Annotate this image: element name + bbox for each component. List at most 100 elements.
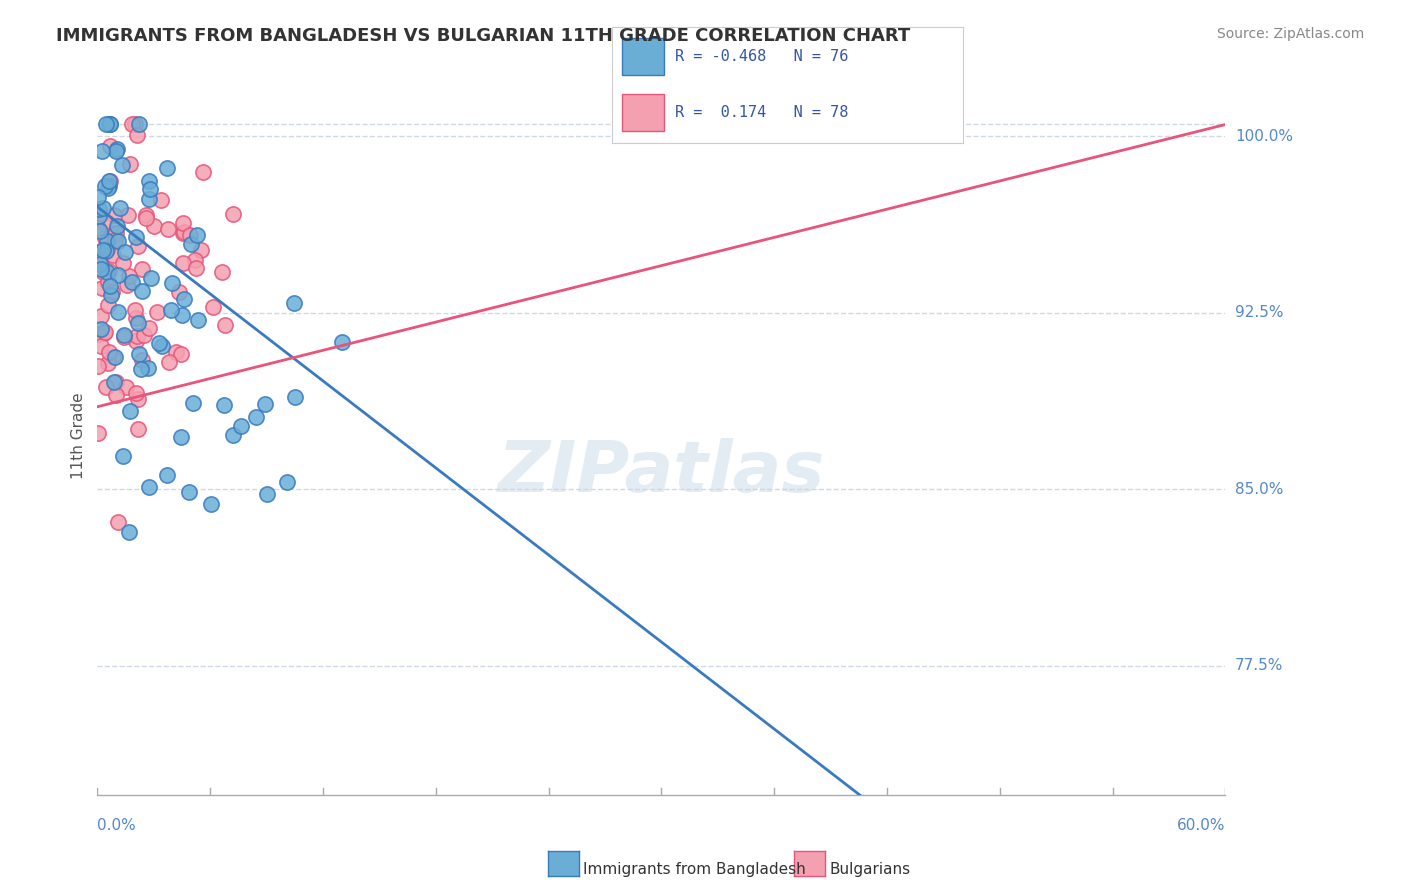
Point <box>160 303 183 318</box>
Point <box>97 298 120 312</box>
Point <box>155 467 177 482</box>
Point <box>170 430 193 444</box>
Point <box>214 398 236 412</box>
Point <box>112 330 135 344</box>
Point <box>254 397 277 411</box>
Point <box>136 361 159 376</box>
Point <box>157 222 180 236</box>
Point <box>169 285 191 300</box>
Point <box>90 339 112 353</box>
Point <box>104 227 127 242</box>
Point <box>125 334 148 348</box>
Point <box>96 265 118 279</box>
Point <box>139 270 162 285</box>
Text: Immigrants from Bangladesh: Immigrants from Bangladesh <box>583 863 806 877</box>
Point <box>87 220 110 235</box>
Point <box>98 118 121 132</box>
Point <box>96 275 118 289</box>
Point <box>101 351 124 365</box>
Point <box>104 388 127 402</box>
Point <box>127 422 149 436</box>
Point <box>91 243 114 257</box>
Point <box>112 449 135 463</box>
Text: ZIPatlas: ZIPatlas <box>498 438 825 507</box>
Point <box>135 208 157 222</box>
Text: 77.5%: 77.5% <box>1234 658 1284 673</box>
Point <box>96 234 118 248</box>
Point <box>111 256 134 270</box>
Point <box>222 428 245 442</box>
Point <box>127 392 149 407</box>
Point <box>108 201 131 215</box>
Point <box>90 310 112 324</box>
Point <box>104 351 127 365</box>
Point <box>125 128 148 142</box>
Point <box>139 182 162 196</box>
Point <box>179 227 201 242</box>
Point <box>91 202 114 216</box>
Point <box>193 164 215 178</box>
Point <box>172 226 194 240</box>
Point <box>186 260 208 275</box>
Point <box>124 118 146 132</box>
Point <box>91 265 114 279</box>
Point <box>148 336 170 351</box>
Point <box>138 320 160 334</box>
Point <box>222 207 245 221</box>
Point <box>156 161 179 175</box>
Point <box>172 216 194 230</box>
Point <box>93 214 115 228</box>
Point <box>94 380 117 394</box>
Point <box>89 224 111 238</box>
Point <box>330 334 353 349</box>
Point <box>93 231 115 245</box>
Point <box>256 487 278 501</box>
Point <box>183 253 205 268</box>
Point <box>96 243 118 257</box>
Text: 100.0%: 100.0% <box>1234 128 1294 144</box>
Point <box>125 310 148 325</box>
Point <box>214 318 236 333</box>
Point <box>121 275 143 289</box>
Point <box>284 390 307 404</box>
Point <box>86 190 108 204</box>
Point <box>105 142 128 156</box>
Point <box>107 305 129 319</box>
Point <box>135 211 157 225</box>
Y-axis label: 11th Grade: 11th Grade <box>72 392 86 480</box>
Point <box>98 118 121 132</box>
Point <box>97 178 120 193</box>
Point <box>103 375 125 389</box>
Point <box>181 396 204 410</box>
Text: 60.0%: 60.0% <box>1177 818 1226 833</box>
Point <box>107 515 129 529</box>
Point <box>125 386 148 401</box>
Point <box>105 219 128 234</box>
Point <box>89 202 111 217</box>
Point <box>97 345 120 359</box>
Point <box>159 355 181 369</box>
Point <box>118 157 141 171</box>
Point <box>97 118 120 132</box>
Point <box>98 139 121 153</box>
Text: 92.5%: 92.5% <box>1234 305 1284 320</box>
Point <box>87 209 110 223</box>
Text: Source: ZipAtlas.com: Source: ZipAtlas.com <box>1216 27 1364 41</box>
Point <box>202 301 225 315</box>
Point <box>101 248 124 262</box>
Point <box>103 208 125 222</box>
Point <box>90 244 112 258</box>
Bar <box>621 38 665 76</box>
Point <box>90 281 112 295</box>
Point <box>128 118 150 132</box>
Point <box>114 245 136 260</box>
Point <box>93 326 115 340</box>
Point <box>186 228 208 243</box>
Point <box>172 256 194 270</box>
Point <box>160 277 183 291</box>
Point <box>146 305 169 319</box>
Point <box>138 174 160 188</box>
Point <box>131 353 153 368</box>
Point <box>150 194 173 208</box>
Text: 85.0%: 85.0% <box>1234 482 1284 497</box>
